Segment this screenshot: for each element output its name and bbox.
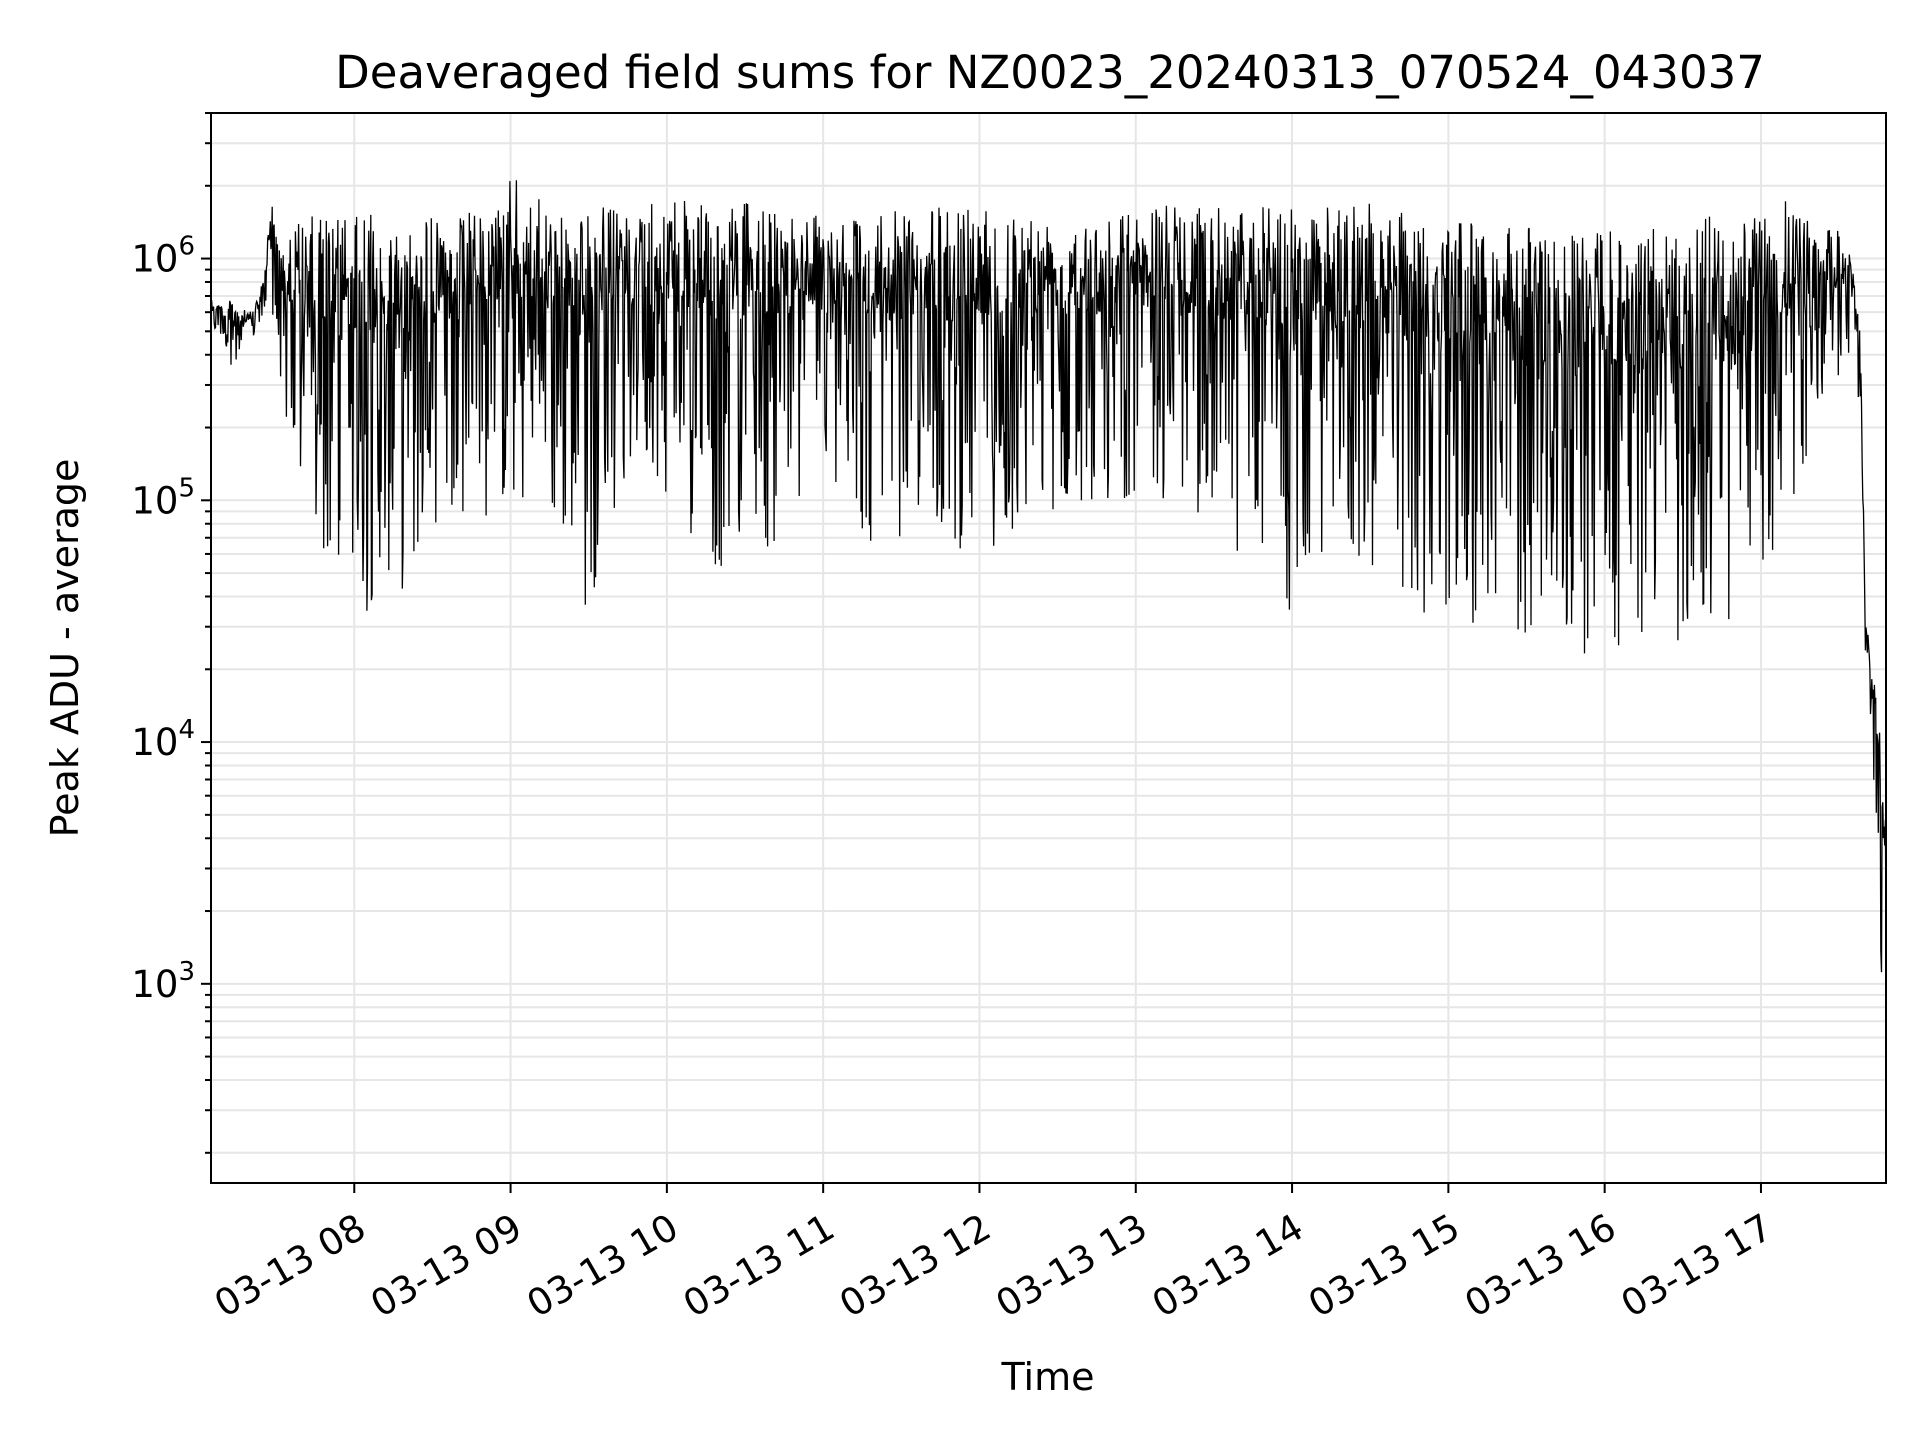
chart-title: Deaveraged field sums for NZ0023_2024031… [335, 46, 1765, 99]
data-series [211, 180, 1886, 973]
y-axis-label: Peak ADU - average [43, 459, 87, 838]
y-axis: 103 104 105 106 [131, 112, 211, 1154]
y-tick-label: 105 [131, 473, 195, 522]
plot-frame [210, 112, 1887, 1184]
grid-lines [211, 112, 1886, 1183]
series-line [211, 180, 1886, 973]
y-tick-label: 106 [131, 232, 195, 281]
y-tick-label: 103 [131, 957, 195, 1006]
x-axis-label: Time [1001, 1355, 1095, 1399]
y-tick-label: 104 [131, 715, 195, 764]
